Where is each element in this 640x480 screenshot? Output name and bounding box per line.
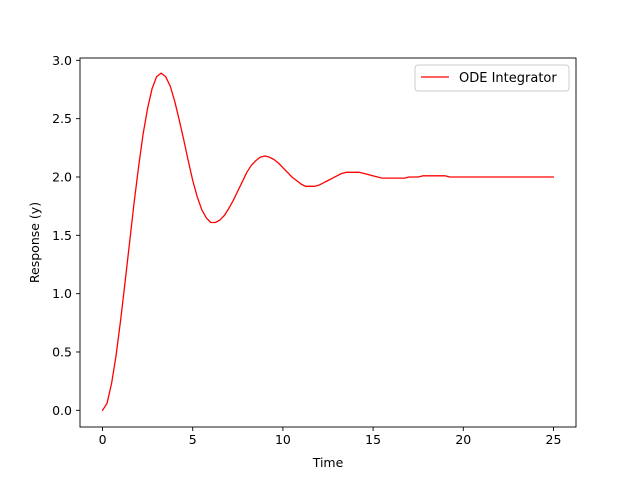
x-tick-label: 10 — [275, 432, 291, 447]
y-tick-label: 0.5 — [52, 344, 72, 359]
y-tick-label: 1.5 — [52, 228, 72, 243]
legend-label: ODE Integrator — [459, 71, 557, 86]
x-tick-label: 5 — [189, 432, 197, 447]
x-tick-label: 25 — [546, 432, 562, 447]
x-tick-label: 20 — [455, 432, 471, 447]
plot-area — [101, 72, 555, 411]
x-tick-label: 0 — [99, 432, 107, 447]
y-tick-label: 1.0 — [52, 286, 72, 301]
x-axis-label: Time — [312, 455, 344, 470]
y-tick-label: 2.5 — [52, 111, 72, 126]
y-tick-label: 3.0 — [52, 53, 72, 68]
series-line-0 — [101, 72, 555, 411]
x-tick-label: 15 — [365, 432, 381, 447]
axes-frame — [79, 57, 577, 428]
y-tick-label: 0.0 — [52, 403, 72, 418]
legend: ODE Integrator — [414, 64, 570, 92]
legend-box — [414, 64, 570, 92]
y-tick-label: 2.0 — [52, 169, 72, 184]
axis-ticks: 0 5 10 15 20 25 0.0 0.5 1.0 1.5 2.0 2.5 3.0 — [52, 53, 561, 447]
y-axis-label: Response (y) — [27, 202, 42, 283]
